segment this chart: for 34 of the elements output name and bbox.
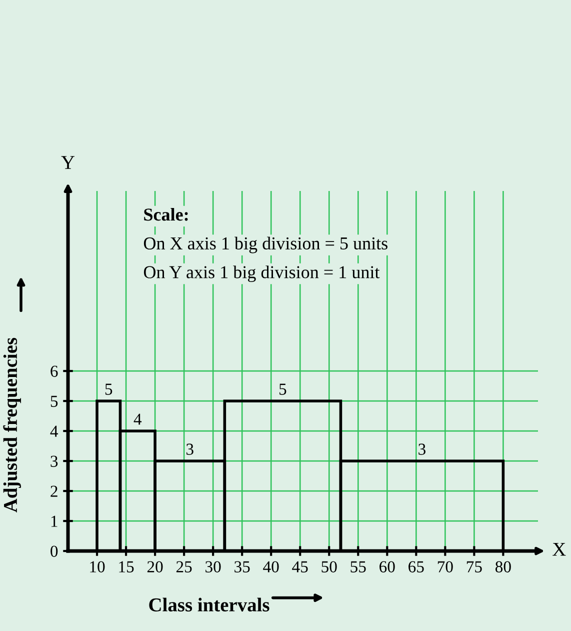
y-tick-label: 4 [50, 426, 58, 437]
x-tick-label: 35 [234, 561, 250, 572]
x-tick-label: 20 [147, 561, 163, 572]
data-label: 3 [186, 444, 194, 455]
data-label: 5 [279, 384, 286, 395]
annotation: On Y axis 1 big division = 1 unit [144, 266, 380, 282]
x-tick-label: 55 [350, 561, 366, 572]
x-tick-label: 80 [495, 561, 511, 572]
x-tick-label: 50 [322, 561, 337, 572]
annotation: On X axis 1 big division = 5 units [144, 236, 388, 254]
y-axis-title: Adjusted frequencies [3, 338, 21, 512]
data-label: 3 [418, 444, 426, 455]
x-tick-label: 25 [176, 561, 192, 572]
text: X [552, 542, 566, 556]
x-tick-label: 40 [263, 561, 279, 572]
data-label: 5 [105, 384, 112, 395]
y-tick-label: 1 [51, 516, 58, 527]
y-tick-label: 2 [50, 486, 58, 497]
y-tick-label: 3 [50, 456, 58, 467]
data-label: 4 [134, 414, 142, 425]
x-tick-label: 70 [438, 561, 453, 572]
x-tick-label: 15 [119, 561, 134, 572]
x-tick-label: 75 [466, 561, 482, 572]
y-tick-label: 5 [50, 396, 58, 407]
annotation: Scale: [144, 208, 188, 221]
y-tick-label: 6 [50, 366, 58, 377]
x-tick-label: 65 [408, 561, 424, 572]
y-tick-label: 0 [50, 546, 58, 557]
text: Y [61, 156, 75, 169]
x-tick-label: 30 [206, 561, 221, 572]
x-tick-label: 10 [90, 561, 105, 572]
x-tick-label: 60 [380, 561, 395, 572]
x-tick-label: 45 [292, 561, 308, 572]
x-axis-title: Class intervals [149, 598, 270, 612]
